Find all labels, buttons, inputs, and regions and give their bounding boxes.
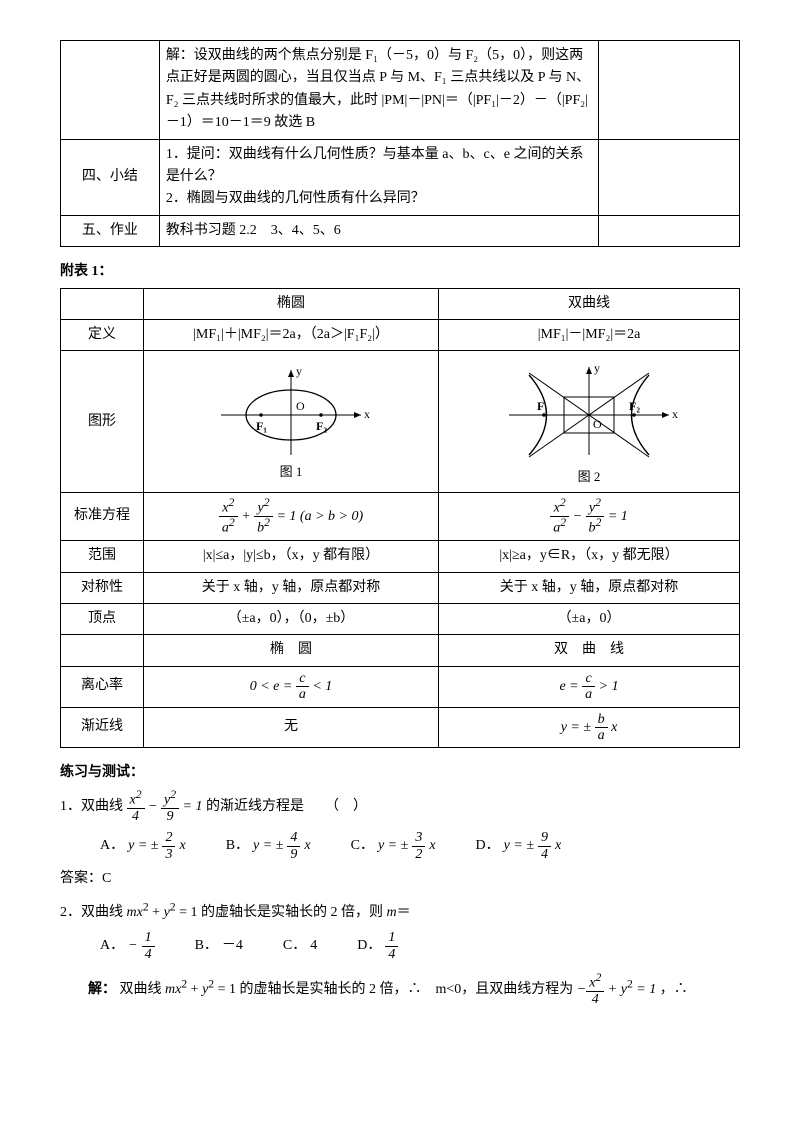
cell: x2a2 − y2b2 = 1	[439, 493, 740, 541]
hyperbola-diagram: F₁ F₂ O x y	[489, 355, 689, 465]
f2-label: F₂	[316, 419, 327, 433]
table-row: 范围 |x|≤a，|y|≤b，（x，y 都有限） |x|≥a，y∈R，（x，y …	[61, 541, 740, 572]
y-axis-label: y	[296, 364, 302, 378]
row-label: 对称性	[61, 572, 144, 603]
section-cell: 四、小结	[61, 139, 160, 215]
content-cell: 教科书习题 2.2 3、4、5、6	[159, 215, 598, 246]
ellipse-diagram: O F₁ F₂ x y	[201, 360, 381, 460]
q2-solution: 解： 双曲线 mx2 + y2 = 1 的虚轴长是实轴长的 2 倍，∴ m<0，…	[88, 972, 740, 1007]
col-header-ellipse-2: 椭 圆	[144, 635, 439, 666]
row-label: 渐近线	[61, 707, 144, 748]
row-label: 顶点	[61, 603, 144, 634]
table-row: 标准方程 x2a2 + y2b2 = 1 (a > b > 0) x2a2 − …	[61, 493, 740, 541]
table-row: 解：设双曲线的两个焦点分别是 F₁（－5，0）与 F₂（5，0），则这两点正好是…	[61, 41, 740, 140]
f1-label: F₁	[256, 419, 267, 433]
cell: e = ca > 1	[439, 666, 740, 707]
origin-label: O	[296, 399, 305, 413]
row-label: 图形	[61, 351, 144, 493]
comparison-table: 椭圆 双曲线 定义 |MF₁|＋|MF₂|＝2a，（2a＞|F₁F₂|） |MF…	[60, 288, 740, 749]
choice-a: A． y = ± 23 x	[100, 830, 186, 862]
cell: 无	[144, 707, 439, 748]
cell: |x|≤a，|y|≤b，（x，y 都有限）	[144, 541, 439, 572]
table-row-figures: 图形 O F₁ F₂ x y 图 1	[61, 351, 740, 493]
row-label: 标准方程	[61, 493, 144, 541]
q1-answer: 答案：C	[60, 868, 740, 890]
f1-label: F₁	[537, 399, 548, 413]
q2-stem: 2．双曲线 mx2 + y2 = 1 的虚轴长是实轴长的 2 倍，则 m＝	[60, 905, 411, 920]
cell: 0 < e = ca < 1	[144, 666, 439, 707]
sol-prefix: 解：	[88, 982, 116, 997]
sol-body: 双曲线 mx2 + y2 = 1 的虚轴长是实轴长的 2 倍，∴ m<0，且双曲…	[120, 982, 577, 997]
cell: （±a，0）	[439, 603, 740, 634]
table-row: 椭 圆 双 曲 线	[61, 635, 740, 666]
hyperbola-figure-cell: F₁ F₂ O x y 图 2	[439, 351, 740, 493]
cell: 关于 x 轴，y 轴，原点都对称	[144, 572, 439, 603]
table-row: 五、作业 教科书习题 2.2 3、4、5、6	[61, 215, 740, 246]
y-axis-label: y	[594, 361, 600, 375]
q2-choices: A．−14 B．－4 C．4 D．14	[100, 930, 740, 962]
cell: y = ± ba x	[439, 707, 740, 748]
content-cell: 1．提问：双曲线有什么几何性质？与基本量 a、b、c、e 之间的关系是什么？ 2…	[159, 139, 598, 215]
x-axis-label: x	[364, 407, 370, 421]
choice-c: C． y = ± 32 x	[351, 830, 436, 862]
table-row: 定义 |MF₁|＋|MF₂|＝2a，（2a＞|F₁F₂|） |MF₁|－|MF₂…	[61, 319, 740, 350]
fig2-caption: 图 2	[445, 467, 733, 488]
q1-stem-pre: 1．双曲线	[60, 799, 123, 814]
col-header-hyperbola: 双曲线	[439, 288, 740, 319]
col-header-hyperbola-2: 双 曲 线	[439, 635, 740, 666]
question-1: 1．双曲线 x24 − y29 = 1 的渐近线方程是 （ ）	[60, 789, 740, 824]
row-label: 定义	[61, 319, 144, 350]
choice-a: A．−14	[100, 930, 155, 962]
ellipse-figure-cell: O F₁ F₂ x y 图 1	[144, 351, 439, 493]
table-row: 对称性 关于 x 轴，y 轴，原点都对称 关于 x 轴，y 轴，原点都对称	[61, 572, 740, 603]
choice-d: D．14	[357, 930, 398, 962]
origin-label: O	[593, 417, 602, 431]
q1-choices: A． y = ± 23 x B． y = ± 49 x C． y = ± 32 …	[100, 830, 740, 862]
col-header-ellipse: 椭圆	[144, 288, 439, 319]
solution-cell: 解：设双曲线的两个焦点分别是 F₁（－5，0）与 F₂（5，0），则这两点正好是…	[159, 41, 598, 140]
table-row: 离心率 0 < e = ca < 1 e = ca > 1	[61, 666, 740, 707]
table-row: 渐近线 无 y = ± ba x	[61, 707, 740, 748]
table-row: 四、小结 1．提问：双曲线有什么几何性质？与基本量 a、b、c、e 之间的关系是…	[61, 139, 740, 215]
table-row: 顶点 （±a，0），（0，±b） （±a，0）	[61, 603, 740, 634]
summary-table: 解：设双曲线的两个焦点分别是 F₁（－5，0）与 F₂（5，0），则这两点正好是…	[60, 40, 740, 247]
cell: |MF₁|＋|MF₂|＝2a，（2a＞|F₁F₂|）	[144, 319, 439, 350]
choice-c: C．4	[283, 930, 317, 962]
cell: （±a，0），（0，±b）	[144, 603, 439, 634]
table-row: 椭圆 双曲线	[61, 288, 740, 319]
fig1-caption: 图 1	[150, 462, 432, 483]
cell: |MF₁|－|MF₂|＝2a	[439, 319, 740, 350]
f2-label: F₂	[629, 399, 640, 413]
appendix-label: 附表 1：	[60, 261, 740, 283]
q1-stem-post: 的渐近线方程是 （ ）	[206, 799, 367, 814]
row-label: 离心率	[61, 666, 144, 707]
sol-post: ，∴	[660, 982, 688, 997]
x-axis-label: x	[672, 407, 678, 421]
section-cell: 五、作业	[61, 215, 160, 246]
row-label: 范围	[61, 541, 144, 572]
cell: 关于 x 轴，y 轴，原点都对称	[439, 572, 740, 603]
choice-b: B．－4	[195, 930, 243, 962]
practice-label: 练习与测试：	[60, 762, 740, 784]
choice-b: B． y = ± 49 x	[226, 830, 311, 862]
cell: |x|≥a，y∈R，（x，y 都无限）	[439, 541, 740, 572]
cell: x2a2 + y2b2 = 1 (a > b > 0)	[144, 493, 439, 541]
question-2: 2．双曲线 mx2 + y2 = 1 的虚轴长是实轴长的 2 倍，则 m＝	[60, 898, 740, 924]
choice-d: D． y = ± 94 x	[476, 830, 562, 862]
